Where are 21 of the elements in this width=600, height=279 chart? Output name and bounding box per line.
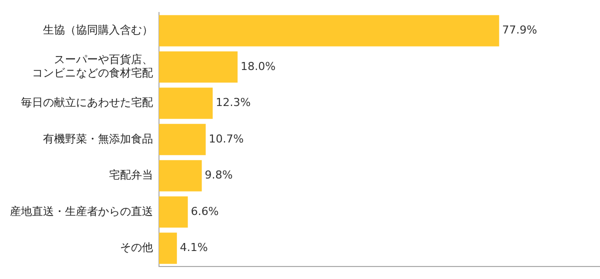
- bar: [159, 160, 202, 192]
- data-label: 77.9%: [502, 24, 538, 37]
- bar: [159, 88, 213, 119]
- data-label: 18.0%: [240, 60, 276, 73]
- data-label: 9.8%: [204, 168, 233, 182]
- bar: [159, 232, 177, 264]
- data-label: 12.3%: [216, 96, 251, 110]
- data-label: 6.6%: [190, 204, 219, 218]
- y-tick-label: 有機野菜・無添加食品: [43, 132, 153, 146]
- bar: [159, 51, 238, 83]
- data-label: 4.1%: [180, 241, 208, 254]
- y-tick-label: 生協（協同購入含む）: [43, 24, 153, 37]
- bar: [159, 124, 206, 156]
- y-tick-label: 宅配弁当: [109, 168, 153, 182]
- y-tick-label: その他: [120, 241, 153, 254]
- y-tick-label: 毎日の献立にあわせた宅配: [21, 96, 153, 110]
- bar: [159, 196, 188, 228]
- y-tick-label: 産地直送・生産者からの直送: [10, 204, 153, 218]
- bar: [159, 15, 500, 46]
- data-label: 10.7%: [208, 132, 244, 146]
- y-tick-label: スーパーや百貨店、コンビニなどの食材宅配: [32, 53, 153, 80]
